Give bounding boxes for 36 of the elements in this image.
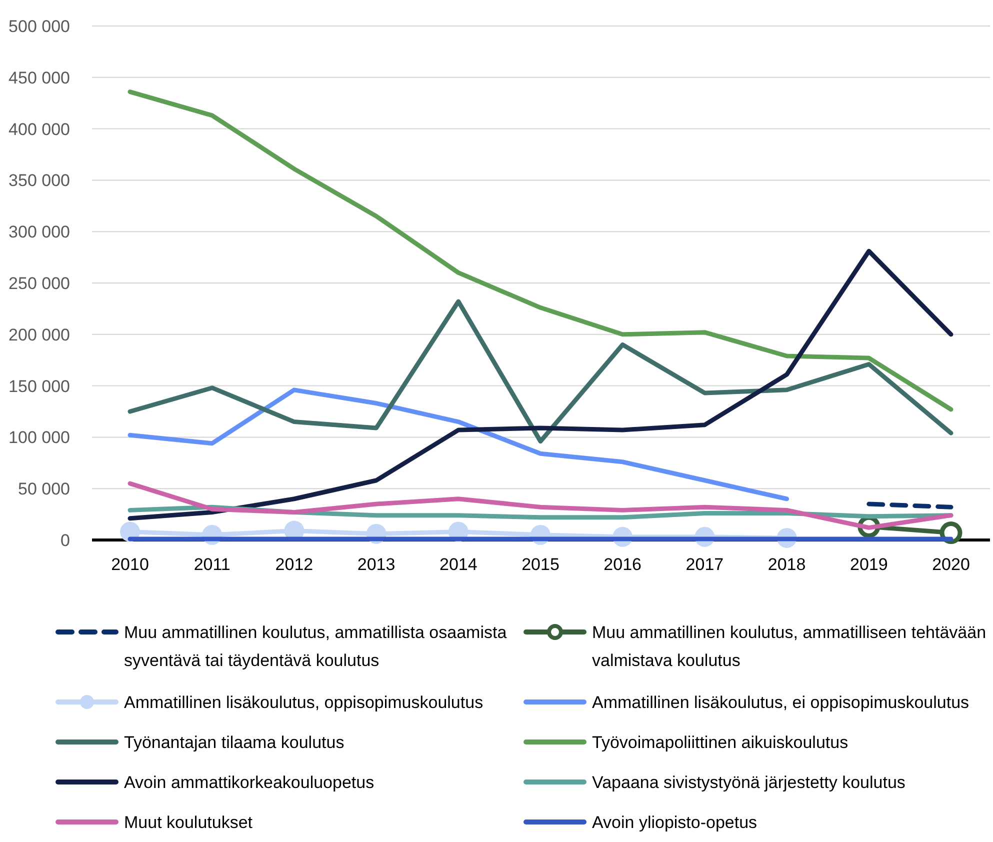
legend-label: Avoin ammattikorkeakouluopetus bbox=[124, 773, 374, 792]
y-tick-label: 450 000 bbox=[8, 68, 70, 88]
y-tick-label: 0 bbox=[60, 531, 70, 550]
line-series bbox=[128, 90, 954, 412]
legend-label: Muu ammatillinen koulutus, ammatillista osaamista syventävä tai täydentävä koulutus bbox=[124, 623, 508, 670]
x-tick-label: 2013 bbox=[357, 555, 396, 574]
x-tick-label: 2010 bbox=[111, 555, 149, 574]
y-tick-label: 150 000 bbox=[8, 376, 70, 396]
legend-label: Muut koulutukset bbox=[124, 813, 253, 832]
legend-label: Avoin yliopisto-opetus bbox=[592, 813, 758, 832]
y-tick-label: 300 000 bbox=[8, 222, 70, 242]
x-tick-label: 2017 bbox=[686, 555, 724, 574]
x-tick-label: 2014 bbox=[439, 555, 478, 574]
legend-label: Työnantajan tilaama koulutus bbox=[124, 733, 344, 752]
x-tick-label: 2015 bbox=[522, 555, 560, 574]
y-tick-label: 200 000 bbox=[8, 325, 70, 344]
line-series bbox=[128, 299, 954, 444]
line-series bbox=[128, 248, 954, 521]
x-tick-label: 2016 bbox=[604, 555, 642, 574]
y-tick-label: 500 000 bbox=[8, 17, 70, 36]
x-tick-label: 2011 bbox=[194, 555, 230, 574]
x-tick-label: 2018 bbox=[768, 555, 806, 574]
x-tick-label: 2012 bbox=[275, 555, 314, 574]
legend-label: Ammatillinen lisäkoulutus, oppisopimuskoulutus bbox=[124, 693, 484, 712]
x-tick-label: 2020 bbox=[932, 555, 970, 574]
line-series bbox=[128, 388, 790, 502]
legend-label: Muu ammatillinen koulutus, ammatilliseen tehtävään valmistava koulutus bbox=[592, 623, 986, 670]
legend-label: Työvoimapoliittinen aikuiskoulutus bbox=[592, 733, 848, 752]
y-tick-label: 50 000 bbox=[18, 480, 70, 499]
x-tick-label: 2019 bbox=[850, 555, 888, 574]
y-tick-label: 250 000 bbox=[8, 274, 70, 293]
legend-label: Ammatillinen lisäkoulutus, ei oppisopimuskoulutus bbox=[592, 693, 970, 712]
y-tick-label: 350 000 bbox=[8, 171, 70, 190]
y-tick-label: 100 000 bbox=[8, 428, 70, 448]
legend-label: Vapaana sivistystyönä järjestetty koulutus bbox=[592, 773, 906, 792]
y-tick-label: 400 000 bbox=[8, 120, 70, 139]
